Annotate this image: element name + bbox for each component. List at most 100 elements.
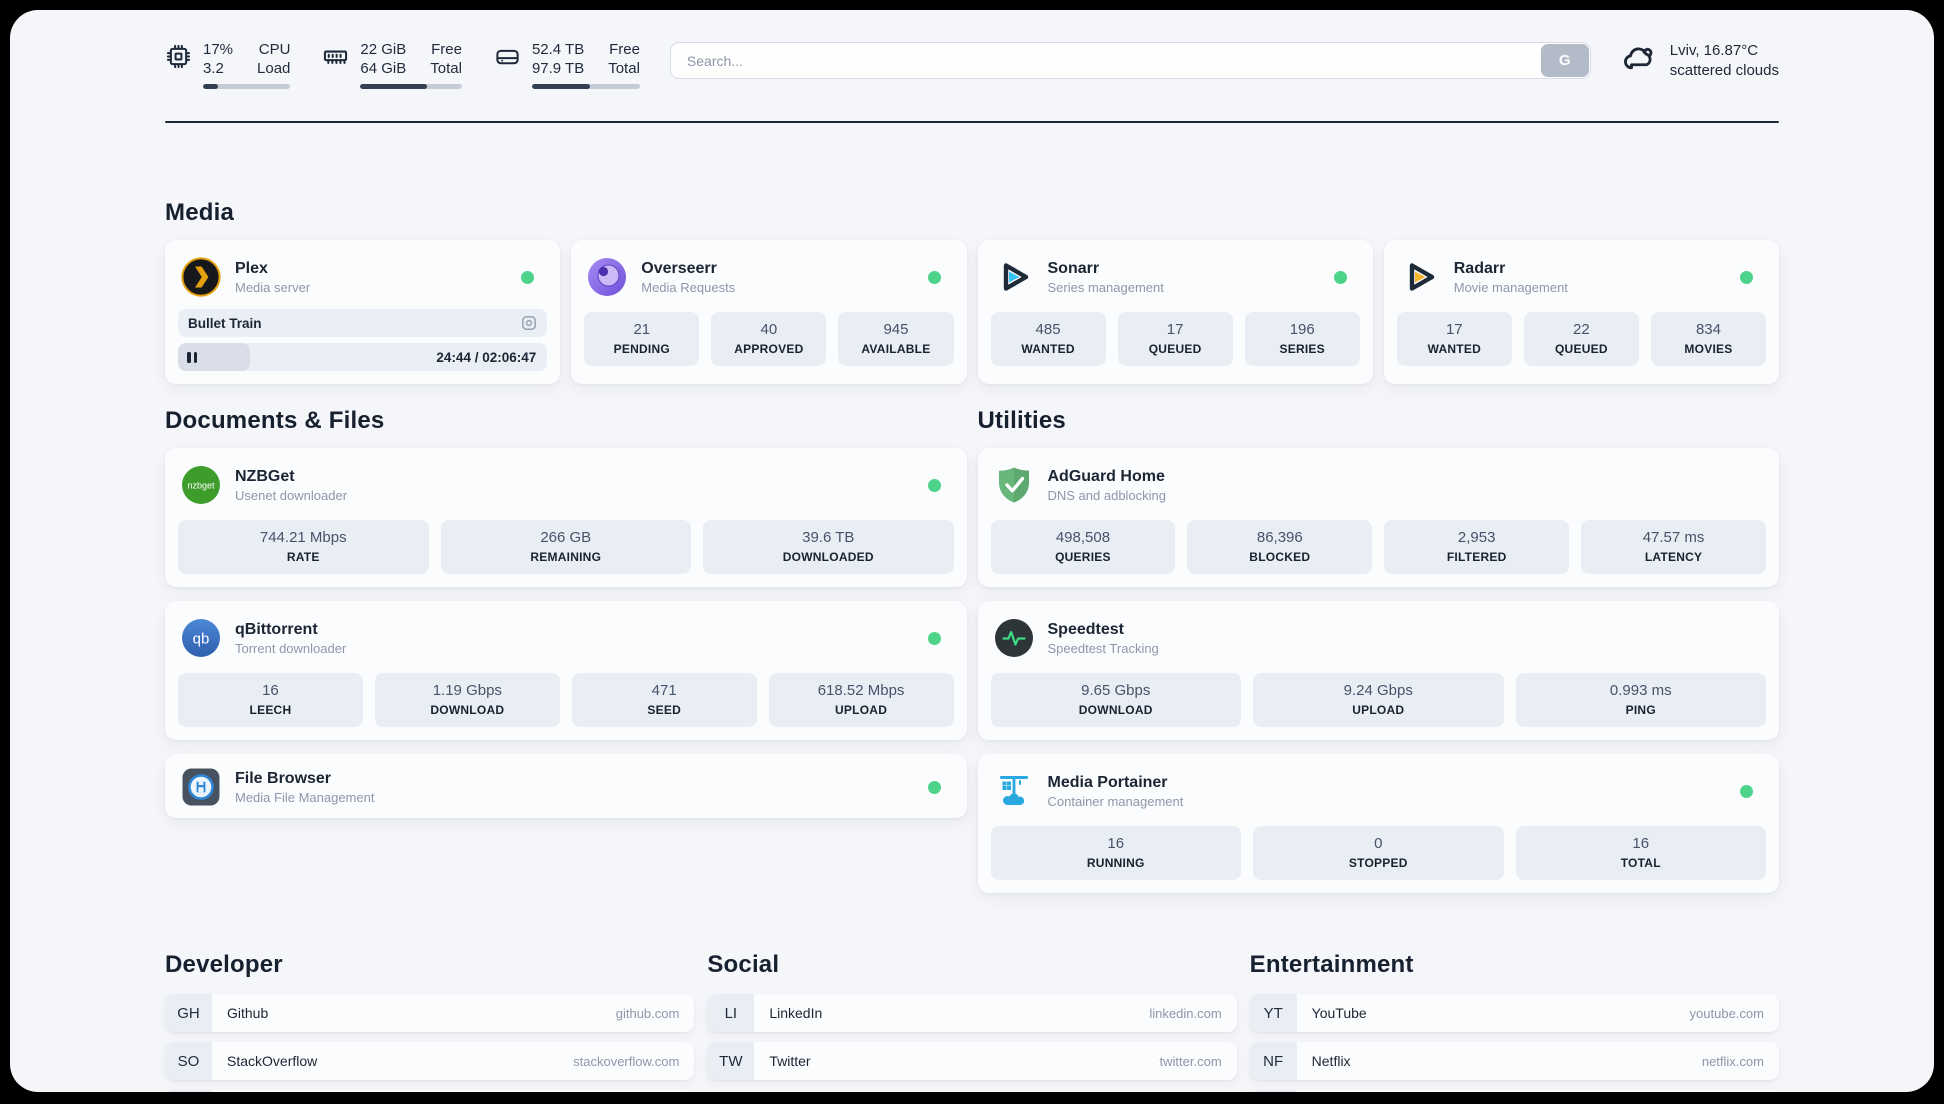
app-card-speedtest: Speedtest Speedtest Tracking 9.65 Gbps D… — [977, 601, 1779, 740]
filebrowser-icon[interactable] — [181, 767, 221, 807]
stat-leech: 16 LEECH — [178, 673, 363, 727]
bookmark-stackoverflow[interactable]: SO StackOverflow stackoverflow.com — [165, 1042, 695, 1080]
player-bar: 24:44 / 02:06:47 — [178, 343, 548, 371]
section-developer: Developer GH Github github.com SO StackO… — [165, 951, 695, 1092]
bookmark-badge: DT — [165, 1090, 212, 1092]
ram-progressbar — [360, 84, 462, 89]
bookmark-badge: YT — [1249, 994, 1297, 1032]
section-title-social: Social — [707, 951, 780, 978]
disk-free: 52.4 TB — [531, 41, 585, 58]
disk-progressbar — [531, 84, 640, 89]
app-subtitle: DNS and adblocking — [1047, 487, 1167, 503]
ram-total: 64 GiB — [360, 60, 407, 77]
app-card-qbittorrent: qb qBittorrent Torrent downloader 16 LEE… — [165, 601, 967, 740]
app-subtitle: Torrent downloader — [235, 640, 347, 656]
section-social: Social LI LinkedIn linkedin.com TW Twitt… — [707, 951, 1237, 1092]
app-subtitle: Series management — [1047, 279, 1164, 295]
bookmark-netflix[interactable]: NF Netflix netflix.com — [1249, 1042, 1779, 1080]
stat-running: 16 RUNNING — [990, 826, 1241, 880]
status-online-dot — [521, 270, 535, 284]
ram-icon — [322, 43, 349, 75]
stat-upload: 9.24 Gbps UPLOAD — [1253, 673, 1504, 727]
stat-ping: 0.993 ms PING — [1515, 673, 1766, 727]
speedtest-icon[interactable] — [994, 618, 1034, 658]
disk-label-top: Free — [609, 41, 640, 58]
app-name: Radarr — [1453, 259, 1506, 277]
app-subtitle: Media Requests — [641, 279, 736, 295]
session-device-icon — [521, 315, 537, 331]
section-documents: Documents & Files nzbget NZBGet Usenet d — [165, 407, 967, 818]
section-title-developer: Developer — [165, 951, 283, 978]
plex-icon[interactable] — [181, 257, 221, 297]
nzbget-icon[interactable]: nzbget — [181, 465, 221, 505]
disk-widget: 52.4 TB 97.9 TB Free Total — [494, 40, 640, 89]
disk-icon — [494, 43, 521, 75]
app-card-filebrowser: File Browser Media File Management — [165, 754, 967, 818]
app-subtitle: Container management — [1047, 793, 1184, 809]
section-title-entertainment: Entertainment — [1249, 951, 1414, 978]
bookmark-dev[interactable]: DT DEV dev.to — [165, 1090, 695, 1092]
status-online-dot — [927, 631, 941, 645]
ram-label-top: Free — [431, 41, 462, 58]
bookmark-url: stackoverflow.com — [573, 1053, 680, 1069]
section-utilities: Utilities AdGuard Home — [977, 407, 1779, 893]
sonarr-icon[interactable] — [994, 257, 1034, 297]
bookmark-badge: SO — [165, 1042, 212, 1080]
stat-queued: 17 QUEUED — [1117, 312, 1233, 366]
app-card-sonarr: Sonarr Series management 485 WANTED 17 Q… — [977, 240, 1373, 384]
cloud-icon — [1621, 40, 1657, 81]
stat-rate: 744.21 Mbps RATE — [178, 520, 429, 574]
portainer-icon[interactable] — [994, 771, 1034, 811]
bookmark-linkedin[interactable]: LI LinkedIn linkedin.com — [707, 994, 1237, 1032]
status-online-dot — [927, 270, 941, 284]
status-online-dot — [1740, 784, 1753, 798]
bookmark-reddit[interactable]: RE Reddit reddit.com — [1249, 1090, 1779, 1092]
adguard-icon[interactable] — [994, 465, 1034, 505]
bookmark-url: github.com — [615, 1005, 680, 1021]
bookmark-badge: RE — [1249, 1090, 1297, 1092]
bookmark-name: Github — [227, 1005, 269, 1021]
stat-stopped: 0 STOPPED — [1253, 826, 1504, 880]
app-subtitle: Media File Management — [235, 789, 375, 805]
bookmark-twitter[interactable]: TW Twitter twitter.com — [707, 1042, 1237, 1080]
section-title-media: Media — [165, 199, 235, 226]
radarr-icon[interactable] — [1400, 257, 1440, 297]
status-online-dot — [1740, 270, 1753, 284]
stat-available: 945 AVAILABLE — [838, 312, 954, 366]
bookmark-badge: LI — [707, 994, 755, 1032]
search-engine-button[interactable]: G — [1540, 44, 1589, 77]
overseerr-icon[interactable] — [587, 257, 627, 297]
app-card-overseerr: Overseerr Media Requests 21 PENDING 40 A… — [571, 240, 967, 384]
bookmark-youtube[interactable]: YT YouTube youtube.com — [1249, 994, 1779, 1032]
section-media: Media Plex Media server — [165, 199, 1779, 384]
bookmark-name: StackOverflow — [227, 1053, 318, 1069]
topbar: 17% 3.2 CPU Load — [165, 40, 1779, 89]
svg-text:qb: qb — [193, 631, 210, 648]
stat-wanted: 485 WANTED — [990, 312, 1106, 366]
stat-approved: 40 APPROVED — [711, 312, 827, 366]
disk-total: 97.9 TB — [531, 60, 585, 77]
app-card-nzbget: nzbget NZBGet Usenet downloader 744.21 M… — [165, 448, 967, 587]
app-card-adguard: AdGuard Home DNS and adblocking 498,508 … — [977, 448, 1779, 587]
header-divider — [165, 121, 1779, 123]
search-input[interactable] — [669, 42, 1591, 79]
app-name: qBittorrent — [235, 620, 318, 638]
status-online-dot — [927, 478, 941, 492]
app-name: File Browser — [235, 769, 332, 787]
cpu-icon — [165, 43, 192, 75]
ram-widget: 22 GiB 64 GiB Free Total — [322, 40, 462, 89]
bookmark-github[interactable]: GH Github github.com — [165, 994, 695, 1032]
bookmark-badge: GH — [165, 994, 212, 1032]
bookmark-badge: TW — [707, 1042, 755, 1080]
bookmark-url: netflix.com — [1701, 1053, 1764, 1069]
stat-queries: 498,508 QUERIES — [990, 520, 1176, 574]
app-subtitle: Movie management — [1453, 279, 1568, 295]
weather-location-temp: Lviv, 16.87°C — [1669, 41, 1759, 59]
app-name: NZBGet — [235, 467, 295, 485]
app-subtitle: Usenet downloader — [235, 487, 348, 503]
app-name: Speedtest — [1047, 620, 1124, 638]
weather-condition: scattered clouds — [1669, 61, 1779, 79]
pause-button[interactable] — [187, 351, 197, 363]
qbittorrent-icon[interactable]: qb — [181, 618, 221, 658]
bookmark-name: Netflix — [1311, 1053, 1351, 1069]
